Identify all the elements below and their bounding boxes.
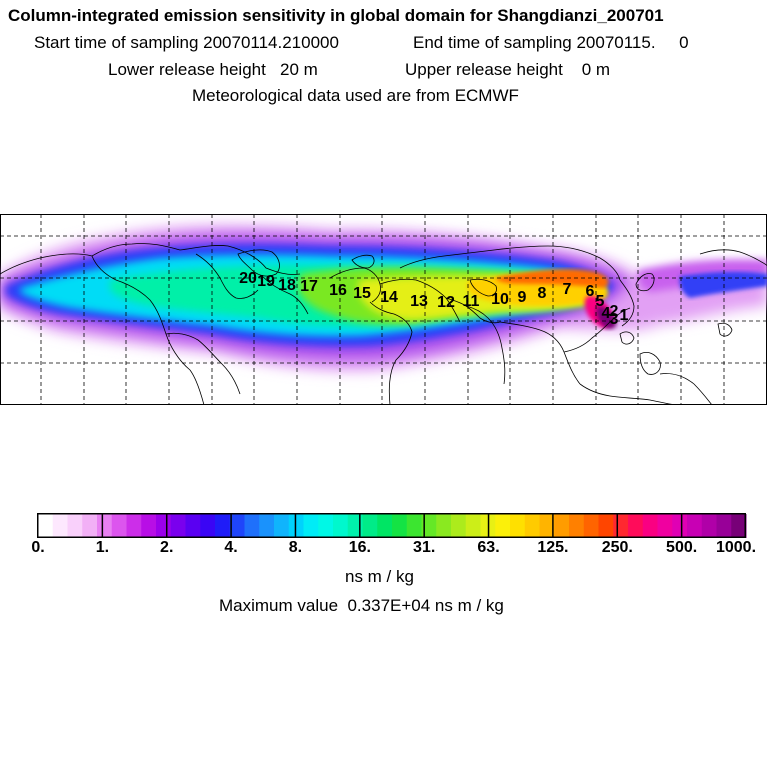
colorbar-cell xyxy=(642,514,658,538)
colorbar-tick-label: 0. xyxy=(31,539,45,556)
trajectory-label-4: 4 xyxy=(602,305,611,322)
colorbar-cell xyxy=(569,514,585,538)
colorbar-cell xyxy=(451,514,467,538)
colorbar-cell xyxy=(38,514,54,538)
colorbar-cell xyxy=(465,514,481,538)
trajectory-label-12: 12 xyxy=(437,294,455,311)
trajectory-label-8: 8 xyxy=(538,285,547,302)
start-time-label: Start time of sampling 20070114.210000 xyxy=(34,33,339,52)
colorbar-tick-label: 2. xyxy=(160,539,174,556)
colorbar-cell xyxy=(170,514,186,538)
colorbar-cell xyxy=(318,514,334,538)
colorbar-tick-label: 1000. xyxy=(715,539,757,556)
trajectory-label-18: 18 xyxy=(278,277,296,294)
colorbar-tick-label: 125. xyxy=(537,539,569,556)
chart-title: Column-integrated emission sensitivity i… xyxy=(8,6,664,25)
trajectory-label-6: 6 xyxy=(586,283,595,300)
colorbar-cell xyxy=(126,514,142,538)
trajectory-label-9: 9 xyxy=(518,289,527,306)
colorbar-cell xyxy=(657,514,673,538)
trajectory-label-16: 16 xyxy=(329,282,347,299)
colorbar-cell xyxy=(628,514,644,538)
colorbar-cell xyxy=(392,514,408,538)
end-time-label: End time of sampling 20070115. 0 xyxy=(413,33,689,52)
colorbar-unit-label: ns m / kg xyxy=(345,567,414,586)
colorbar-cell xyxy=(583,514,599,538)
colorbar-cell xyxy=(598,514,614,538)
colorbar-frame xyxy=(37,513,746,538)
colorbar-cell xyxy=(111,514,127,538)
trajectory-label-17: 17 xyxy=(300,278,318,295)
trajectory-label-11: 11 xyxy=(463,293,480,310)
trajectory-label-20: 20 xyxy=(239,270,257,287)
colorbar-cell xyxy=(333,514,349,538)
trajectory-label-7: 7 xyxy=(563,281,572,298)
trajectory-label-13: 13 xyxy=(410,293,428,310)
colorbar-cell xyxy=(97,514,113,538)
meteorological-data-label: Meteorological data used are from ECMWF xyxy=(192,86,519,105)
colorbar-cell xyxy=(495,514,511,538)
colorbar-tick-label: 8. xyxy=(288,539,303,556)
colorbar-cell xyxy=(141,514,157,538)
colorbar-tick-label: 16. xyxy=(348,539,371,556)
colorbar-cells xyxy=(38,514,747,538)
colorbar-tick-label: 31. xyxy=(413,539,436,556)
colorbar-cell xyxy=(524,514,540,538)
colorbar-cell xyxy=(406,514,422,538)
coastlines xyxy=(0,243,767,405)
trajectory-label-5: 5 xyxy=(596,293,605,310)
colorbar-cell xyxy=(731,514,747,538)
colorbar-cell xyxy=(82,514,98,538)
colorbar-dividers xyxy=(101,514,683,538)
colorbar-cell xyxy=(436,514,452,538)
colorbar-cell xyxy=(259,514,275,538)
colorbar-tick-label: 250. xyxy=(601,539,633,556)
colorbar-cell xyxy=(510,514,526,538)
trajectory-label-1: 1 xyxy=(620,307,629,324)
colorbar-cell xyxy=(215,514,231,538)
colorbar-tick-label: 500. xyxy=(666,539,698,556)
colorbar-cell xyxy=(377,514,393,538)
colorbar-cell xyxy=(347,514,363,538)
colorbar-cell xyxy=(554,514,570,538)
lower-release-height-label: Lower release height 20 m xyxy=(108,60,318,79)
trajectory-label-2: 2 xyxy=(610,303,619,320)
colorbar-cell xyxy=(672,514,688,538)
colorbar-cell xyxy=(229,514,245,538)
colorbar-cell xyxy=(421,514,437,538)
colorbar-cell xyxy=(288,514,304,538)
trajectory-label-19: 19 xyxy=(257,273,275,290)
colorbar-cell xyxy=(539,514,555,538)
colorbar-cell xyxy=(244,514,260,538)
colorbar-cell xyxy=(716,514,732,538)
maximum-value-label: Maximum value 0.337E+04 ns m / kg xyxy=(219,596,504,615)
colorbar-tick-label: 63. xyxy=(477,539,500,556)
colorbar-cell xyxy=(156,514,172,538)
trajectory-label-10: 10 xyxy=(491,291,509,308)
colorbar-cell xyxy=(200,514,216,538)
colorbar-tick-label: 4. xyxy=(224,539,238,556)
colorbar-cell xyxy=(185,514,201,538)
colorbar-cell xyxy=(613,514,629,538)
colorbar-cell xyxy=(687,514,703,538)
trajectory-label-3: 3 xyxy=(610,311,619,328)
colorbar-cell xyxy=(303,514,319,538)
colorbar-tick-label: 1. xyxy=(95,539,110,556)
lat-lon-grid xyxy=(0,214,767,405)
upper-release-height-label: Upper release height 0 m xyxy=(405,60,611,79)
trajectory-label-14: 14 xyxy=(380,289,398,306)
colorbar-cell xyxy=(701,514,717,538)
colorbar-cell xyxy=(362,514,378,538)
colorbar-cell xyxy=(52,514,68,538)
colorbar xyxy=(37,513,747,538)
trajectory-label-15: 15 xyxy=(353,285,371,302)
sensitivity-field xyxy=(0,225,767,371)
colorbar-cell xyxy=(274,514,290,538)
colorbar-cell xyxy=(67,514,83,538)
